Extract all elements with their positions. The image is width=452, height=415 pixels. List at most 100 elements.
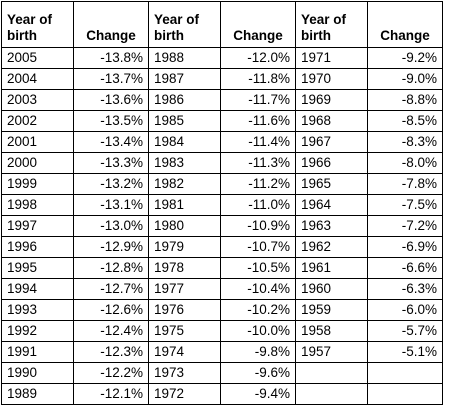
change-cell: -12.1% <box>73 383 149 405</box>
year-of-birth-cell <box>295 362 368 384</box>
year-of-birth-header-1: Year of birth <box>1 1 74 48</box>
change-cell: -10.5% <box>220 257 296 279</box>
year-of-birth-cell: 1980 <box>148 215 221 237</box>
year-of-birth-cell: 1959 <box>295 299 368 321</box>
change-cell: -11.2% <box>220 173 296 195</box>
change-cell: -9.2% <box>367 47 443 69</box>
year-of-birth-cell: 1999 <box>1 173 74 195</box>
table-row: 2000 -13.3% 1983 -11.3% 1966 -8.0% <box>1 152 443 174</box>
table-body: 2005 -13.8% 1988 -12.0% 1971 -9.2% 2004 -13.7% 1… <box>1 47 443 405</box>
table-row: 2001 -13.4% 1984 -11.4% 1967 -8.3% <box>1 131 443 153</box>
change-cell: -9.0% <box>367 68 443 90</box>
year-of-birth-cell: 1984 <box>148 131 221 153</box>
change-cell: -12.0% <box>220 47 296 69</box>
year-of-birth-cell <box>295 383 368 405</box>
change-cell: -5.7% <box>367 320 443 342</box>
change-cell: -13.7% <box>73 68 149 90</box>
table-row: 1999 -13.2% 1982 -11.2% 1965 -7.8% <box>1 173 443 195</box>
table-row: 2004 -13.7% 1987 -11.8% 1970 -9.0% <box>1 68 443 90</box>
change-cell: -11.4% <box>220 131 296 153</box>
change-cell: -5.1% <box>367 341 443 363</box>
year-of-birth-header-3: Year of birth <box>295 1 368 48</box>
change-cell: -13.0% <box>73 215 149 237</box>
change-cell: -13.5% <box>73 110 149 132</box>
year-of-birth-cell: 1970 <box>295 68 368 90</box>
change-cell <box>367 362 443 384</box>
change-cell: -13.3% <box>73 152 149 174</box>
change-cell: -11.6% <box>220 110 296 132</box>
year-of-birth-cell: 1993 <box>1 299 74 321</box>
year-of-birth-cell: 1987 <box>148 68 221 90</box>
change-cell <box>367 383 443 405</box>
change-cell: -7.8% <box>367 173 443 195</box>
table-row: 1997 -13.0% 1980 -10.9% 1963 -7.2% <box>1 215 443 237</box>
table-row: 2002 -13.5% 1985 -11.6% 1968 -8.5% <box>1 110 443 132</box>
change-cell: -12.3% <box>73 341 149 363</box>
change-cell: -11.0% <box>220 194 296 216</box>
table-row: 1998 -13.1% 1981 -11.0% 1964 -7.5% <box>1 194 443 216</box>
year-of-birth-cell: 1965 <box>295 173 368 195</box>
year-of-birth-cell: 1977 <box>148 278 221 300</box>
change-cell: -12.7% <box>73 278 149 300</box>
change-cell: -12.2% <box>73 362 149 384</box>
year-of-birth-cell: 1957 <box>295 341 368 363</box>
year-of-birth-cell: 1985 <box>148 110 221 132</box>
year-of-birth-cell: 1979 <box>148 236 221 258</box>
table-row: 1995 -12.8% 1978 -10.5% 1961 -6.6% <box>1 257 443 279</box>
year-of-birth-cell: 1983 <box>148 152 221 174</box>
year-of-birth-cell: 1976 <box>148 299 221 321</box>
change-cell: -9.6% <box>220 362 296 384</box>
year-of-birth-cell: 1998 <box>1 194 74 216</box>
change-cell: -10.4% <box>220 278 296 300</box>
table-row: 1991 -12.3% 1974 -9.8% 1957 -5.1% <box>1 341 443 363</box>
year-of-birth-cell: 1986 <box>148 89 221 111</box>
year-of-birth-cell: 2001 <box>1 131 74 153</box>
change-cell: -11.3% <box>220 152 296 174</box>
change-header-2: Change <box>220 1 296 48</box>
change-cell: -12.8% <box>73 257 149 279</box>
table-row: 1989 -12.1% 1972 -9.4% <box>1 383 443 405</box>
change-cell: -8.0% <box>367 152 443 174</box>
year-of-birth-cell: 1989 <box>1 383 74 405</box>
year-of-birth-cell: 1982 <box>148 173 221 195</box>
year-of-birth-cell: 2005 <box>1 47 74 69</box>
year-of-birth-cell: 1964 <box>295 194 368 216</box>
change-cell: -7.2% <box>367 215 443 237</box>
change-cell: -8.3% <box>367 131 443 153</box>
year-of-birth-cell: 2003 <box>1 89 74 111</box>
table-row: 2003 -13.6% 1986 -11.7% 1969 -8.8% <box>1 89 443 111</box>
year-of-birth-cell: 1972 <box>148 383 221 405</box>
year-of-birth-cell: 1971 <box>295 47 368 69</box>
table-row: 2005 -13.8% 1988 -12.0% 1971 -9.2% <box>1 47 443 69</box>
year-of-birth-cell: 1969 <box>295 89 368 111</box>
change-cell: -10.7% <box>220 236 296 258</box>
header-row: Year of birth Change Year of birth Change … <box>1 1 443 48</box>
year-of-birth-cell: 1966 <box>295 152 368 174</box>
year-of-birth-cell: 1967 <box>295 131 368 153</box>
birth-year-change-table: Year of birth Change Year of birth Change … <box>1 1 443 405</box>
change-cell: -13.2% <box>73 173 149 195</box>
change-cell: -10.2% <box>220 299 296 321</box>
table-row: 1990 -12.2% 1973 -9.6% <box>1 362 443 384</box>
change-cell: -13.1% <box>73 194 149 216</box>
year-of-birth-cell: 1963 <box>295 215 368 237</box>
change-cell: -6.6% <box>367 257 443 279</box>
change-cell: -12.6% <box>73 299 149 321</box>
change-cell: -9.8% <box>220 341 296 363</box>
change-cell: -8.8% <box>367 89 443 111</box>
year-of-birth-cell: 1975 <box>148 320 221 342</box>
change-cell: -6.0% <box>367 299 443 321</box>
year-of-birth-cell: 1997 <box>1 215 74 237</box>
change-header-3: Change <box>367 1 443 48</box>
change-cell: -10.0% <box>220 320 296 342</box>
year-of-birth-cell: 1996 <box>1 236 74 258</box>
year-of-birth-cell: 1991 <box>1 341 74 363</box>
table-row: 1992 -12.4% 1975 -10.0% 1958 -5.7% <box>1 320 443 342</box>
change-cell: -12.9% <box>73 236 149 258</box>
year-of-birth-cell: 1992 <box>1 320 74 342</box>
year-of-birth-cell: 1974 <box>148 341 221 363</box>
change-cell: -11.7% <box>220 89 296 111</box>
table-row: 1993 -12.6% 1976 -10.2% 1959 -6.0% <box>1 299 443 321</box>
year-of-birth-cell: 1978 <box>148 257 221 279</box>
year-of-birth-cell: 1994 <box>1 278 74 300</box>
